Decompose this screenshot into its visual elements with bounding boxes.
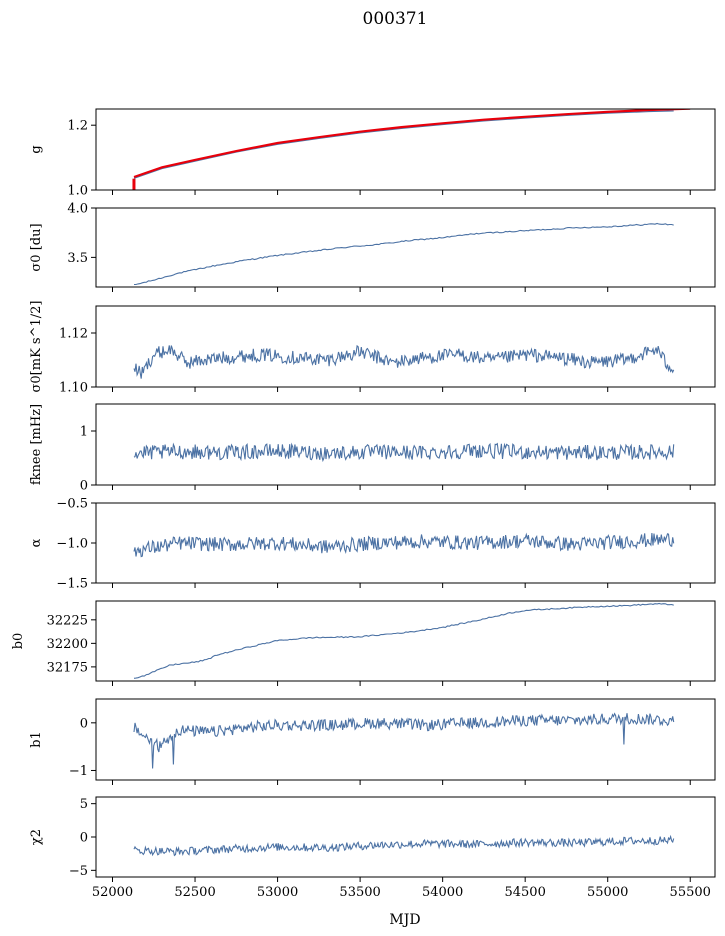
x-axis-label: MJD	[389, 912, 420, 928]
series-line	[133, 442, 675, 463]
y-tick-label: 0	[80, 479, 88, 494]
fit-line	[133, 109, 691, 179]
y-tick-label: 0	[80, 831, 88, 846]
y-axis-label: b0	[11, 633, 26, 650]
y-tick-label: 32175	[47, 660, 88, 675]
panel-frame	[95, 108, 716, 191]
y-tick-label: 1	[80, 425, 88, 440]
series-line	[133, 712, 675, 769]
panel-6: 32175 32200 32225 b0	[11, 600, 716, 686]
x-tick-label: 53000	[257, 885, 298, 900]
panel-frame	[95, 305, 716, 388]
y-axis-label: χ2	[29, 829, 44, 845]
y-axis-label: fknee [mHz]	[29, 404, 44, 485]
y-tick-label: −1	[69, 764, 88, 779]
y-tick-label: −5	[69, 864, 88, 879]
x-tick-label: 52000	[92, 885, 133, 900]
panel-frame	[95, 796, 716, 878]
y-tick-label: 32200	[47, 637, 88, 652]
y-tick-label: 32225	[47, 613, 88, 628]
panel-4: 0 1 fknee [mHz]	[29, 403, 716, 494]
series-line	[133, 834, 675, 857]
y-tick-label: −1.5	[56, 577, 88, 592]
y-tick-label: 1.2	[67, 119, 88, 134]
x-tick-label: 54500	[504, 885, 545, 900]
x-tick-label: 54000	[422, 885, 463, 900]
panel-1: 1.0 1.2 g	[29, 108, 716, 199]
x-tick-label: 55000	[587, 885, 628, 900]
x-tick-label: 53500	[339, 885, 380, 900]
y-tick-label: −1.0	[56, 537, 88, 552]
series-line	[134, 222, 674, 286]
series-line	[133, 602, 674, 679]
panel-2: 3.5 4.0 σ0 [du]	[29, 202, 716, 292]
series-line	[133, 532, 675, 558]
panel-frame	[95, 207, 716, 288]
y-axis-label: b1	[29, 731, 44, 748]
series-line	[133, 110, 674, 179]
panel-7: −1 0 b1	[29, 698, 716, 785]
x-tick-label: 55500	[670, 885, 711, 900]
panel-3: 1.10 1.12 σ0[mK s^1/2]	[29, 301, 716, 396]
figure-title: 000371	[363, 9, 428, 29]
y-axis-label: σ0 [du]	[29, 223, 44, 271]
panel-frame	[95, 698, 716, 781]
panel-8: −5 0 5 52000 52500 53000 53500 54000 54500 55000 5…	[29, 796, 716, 900]
y-tick-label: 0	[80, 716, 88, 731]
y-tick-label: 3.5	[67, 251, 88, 266]
y-axis-label: σ0[mK s^1/2]	[29, 301, 44, 393]
panel-frame	[95, 600, 716, 682]
y-tick-label: 4.0	[67, 202, 88, 217]
y-tick-label: 1.10	[59, 381, 88, 396]
y-tick-label: −0.5	[56, 497, 88, 512]
series-line	[133, 344, 675, 379]
y-axis-label: g	[29, 145, 44, 153]
panel-frame	[95, 403, 716, 486]
panel-5: −1.5 −1.0 −0.5 α	[29, 497, 716, 592]
y-axis-label: α	[29, 538, 44, 547]
x-tick-label: 52500	[174, 885, 215, 900]
y-tick-label: 5	[80, 797, 88, 812]
panels-group: 1.0 1.2 g 3.5 4.0 σ0 [du] 1.10 1.12 σ0[mK s^1/2]…	[11, 108, 716, 900]
y-tick-label: 1.12	[59, 327, 88, 342]
y-tick-label: 1.0	[67, 184, 88, 199]
